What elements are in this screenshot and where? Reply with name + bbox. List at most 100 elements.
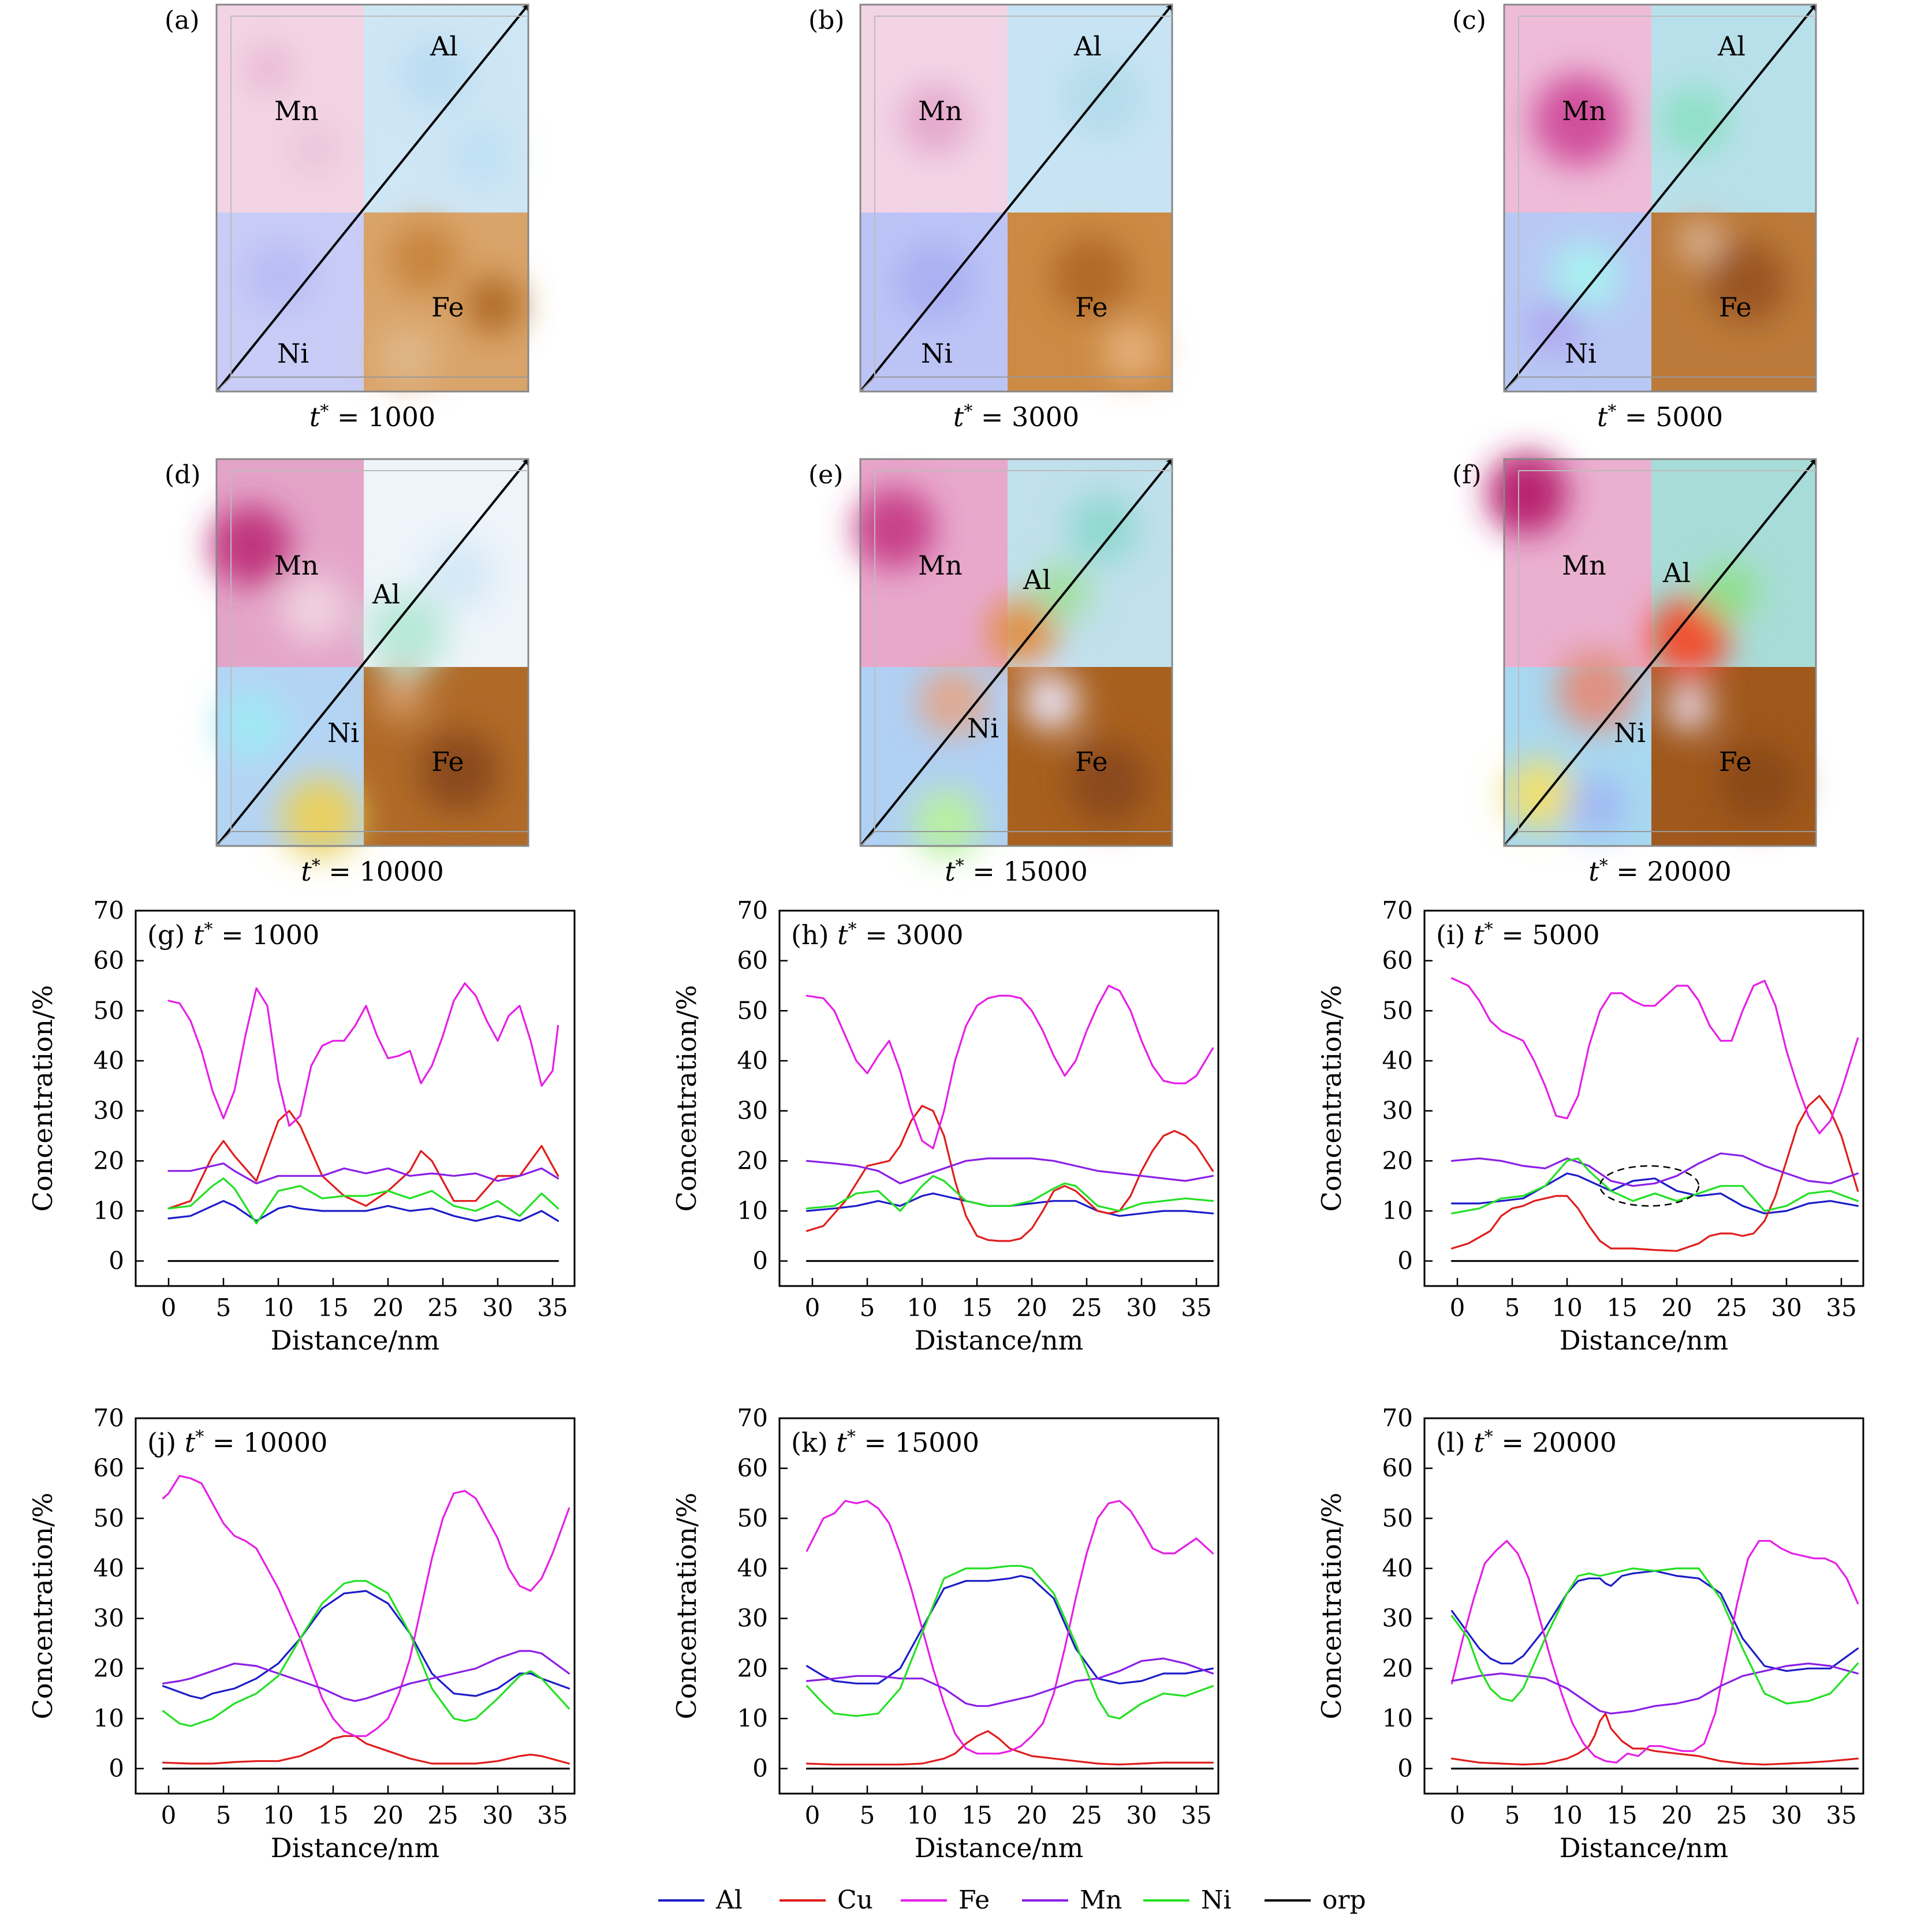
x-tick-label: 5 bbox=[860, 1801, 875, 1829]
series-line-cu bbox=[167, 1110, 560, 1210]
map-element-label: Al bbox=[372, 579, 400, 610]
x-tick-label: 0 bbox=[1450, 1294, 1465, 1322]
legend-label: orp bbox=[1322, 1885, 1366, 1915]
legend: Al Cu Fe Mn Ni orp bbox=[658, 1885, 1366, 1915]
y-tick-label: 70 bbox=[94, 1404, 124, 1432]
series-line-mn bbox=[167, 1162, 560, 1184]
x-tick-label: 15 bbox=[318, 1294, 348, 1322]
legend-item-al: Al bbox=[658, 1885, 743, 1915]
series-line-al bbox=[805, 1575, 1214, 1684]
series-line-fe bbox=[167, 982, 560, 1127]
map-time-label: t* = 3000 bbox=[953, 401, 1079, 433]
x-axis-title: Distance/nm bbox=[271, 1325, 439, 1356]
x-tick-label: 20 bbox=[1016, 1294, 1047, 1322]
y-tick-label: 50 bbox=[94, 996, 124, 1024]
x-axis-title: Distance/nm bbox=[915, 1832, 1083, 1863]
series-line-cu bbox=[162, 1735, 570, 1765]
x-tick-label: 20 bbox=[1661, 1294, 1692, 1322]
x-tick-label: 35 bbox=[1181, 1294, 1211, 1322]
x-tick-label: 0 bbox=[161, 1801, 177, 1829]
plot-frame bbox=[778, 910, 1219, 1287]
x-tick-label: 20 bbox=[1016, 1801, 1047, 1829]
map-panel-c: (c) Mn Al Ni Fe t* = 5000 bbox=[1452, 3, 1817, 433]
series-line-fe bbox=[1450, 977, 1859, 1135]
map-element-label: Ni bbox=[967, 713, 999, 744]
y-tick-label: 40 bbox=[94, 1554, 124, 1582]
y-tick-label: 30 bbox=[737, 1097, 768, 1125]
map-panel-label: (c) bbox=[1452, 6, 1486, 35]
y-tick-label: 10 bbox=[1382, 1704, 1413, 1732]
chart-l: 0 10 20 30 40 50 60 70 0 5 10 15 20 25 30 35 Distance/nm… bbox=[1316, 1404, 1864, 1863]
x-axis-title: Distance/nm bbox=[1560, 1325, 1728, 1356]
y-axis-title: Concentration/% bbox=[671, 985, 702, 1212]
map-time-label: t* = 5000 bbox=[1597, 401, 1723, 433]
x-tick-label: 35 bbox=[1181, 1801, 1211, 1829]
x-tick-label: 20 bbox=[1661, 1801, 1692, 1829]
map-frame bbox=[1503, 3, 1817, 393]
series-line-cu bbox=[805, 1105, 1214, 1242]
series-line-ni bbox=[805, 1565, 1214, 1720]
y-tick-label: 20 bbox=[1382, 1654, 1413, 1682]
map-element-label: Ni bbox=[921, 338, 953, 369]
chart-g: 0 10 20 30 40 50 60 70 0 5 10 15 20 25 30 35 Distance/nm… bbox=[27, 896, 576, 1356]
legend-label: Mn bbox=[1080, 1885, 1122, 1915]
map-element-label: Fe bbox=[1075, 292, 1108, 323]
y-axis-title: Concentration/% bbox=[1316, 1493, 1347, 1720]
x-axis-title: Distance/nm bbox=[1560, 1832, 1728, 1863]
map-element-label: Fe bbox=[1075, 746, 1108, 777]
plot-frame bbox=[1423, 1417, 1864, 1795]
map-element-label: Mn bbox=[918, 95, 963, 126]
y-tick-label: 0 bbox=[752, 1754, 768, 1783]
chart-title: (i) t* = 5000 bbox=[1436, 919, 1600, 951]
map-panel-d: (d) Mn Al Ni Fe t* = bbox=[165, 458, 529, 887]
x-tick-label: 10 bbox=[263, 1294, 293, 1322]
y-tick-label: 0 bbox=[752, 1247, 768, 1275]
y-tick-label: 20 bbox=[94, 1654, 124, 1682]
y-tick-label: 70 bbox=[1382, 1404, 1413, 1432]
map-panel-label: (d) bbox=[165, 460, 201, 490]
map-time-label: t* = 10000 bbox=[301, 856, 444, 887]
series-line-al bbox=[162, 1590, 570, 1699]
legend-item-orp: orp bbox=[1265, 1885, 1366, 1915]
map-panel-label: (b) bbox=[808, 6, 845, 35]
legend-item-cu: Cu bbox=[779, 1885, 873, 1915]
series-line-cu bbox=[1450, 1712, 1859, 1766]
series-line-ni bbox=[1450, 1157, 1859, 1214]
y-tick-label: 60 bbox=[94, 946, 124, 975]
plot-frame bbox=[135, 1417, 576, 1795]
map-element-label: Ni bbox=[327, 717, 359, 748]
x-tick-label: 15 bbox=[1606, 1294, 1637, 1322]
legend-label: Fe bbox=[958, 1885, 990, 1915]
chart-title: (l) t* = 20000 bbox=[1436, 1427, 1617, 1458]
x-tick-label: 10 bbox=[1551, 1801, 1582, 1829]
legend-label: Cu bbox=[837, 1885, 873, 1915]
x-tick-label: 30 bbox=[1771, 1294, 1802, 1322]
y-tick-label: 10 bbox=[1382, 1197, 1413, 1225]
map-element-label: Al bbox=[1073, 31, 1102, 62]
x-tick-label: 10 bbox=[907, 1801, 937, 1829]
x-tick-label: 25 bbox=[1071, 1294, 1102, 1322]
x-tick-label: 15 bbox=[318, 1801, 348, 1829]
x-tick-label: 0 bbox=[1450, 1801, 1465, 1829]
legend-item-ni: Ni bbox=[1143, 1885, 1232, 1915]
x-tick-label: 0 bbox=[161, 1294, 177, 1322]
y-tick-label: 30 bbox=[94, 1604, 124, 1632]
map-time-label: t* = 15000 bbox=[945, 856, 1088, 887]
map-panel-label: (f) bbox=[1452, 460, 1482, 490]
x-tick-label: 5 bbox=[1505, 1294, 1520, 1322]
series-line-al bbox=[1450, 1172, 1859, 1214]
y-axis-title: Concentration/% bbox=[27, 1493, 58, 1720]
y-tick-label: 0 bbox=[109, 1247, 124, 1275]
series-line-mn bbox=[1450, 1663, 1859, 1714]
map-element-label: Ni bbox=[277, 338, 309, 369]
series-line-al bbox=[805, 1192, 1214, 1217]
x-tick-label: 30 bbox=[482, 1294, 513, 1322]
x-axis-title: Distance/nm bbox=[271, 1832, 439, 1863]
chart-i: 0 10 20 30 40 50 60 70 0 5 10 15 20 25 30 35 Distance/nm… bbox=[1316, 896, 1864, 1356]
x-tick-label: 0 bbox=[805, 1294, 820, 1322]
chart-h: 0 10 20 30 40 50 60 70 0 5 10 15 20 25 30 35 Distance/nm… bbox=[671, 896, 1219, 1356]
y-axis-title: Concentration/% bbox=[671, 1493, 702, 1720]
y-tick-label: 40 bbox=[94, 1046, 124, 1075]
legend-label: Ni bbox=[1201, 1885, 1232, 1915]
y-tick-label: 70 bbox=[737, 896, 768, 925]
